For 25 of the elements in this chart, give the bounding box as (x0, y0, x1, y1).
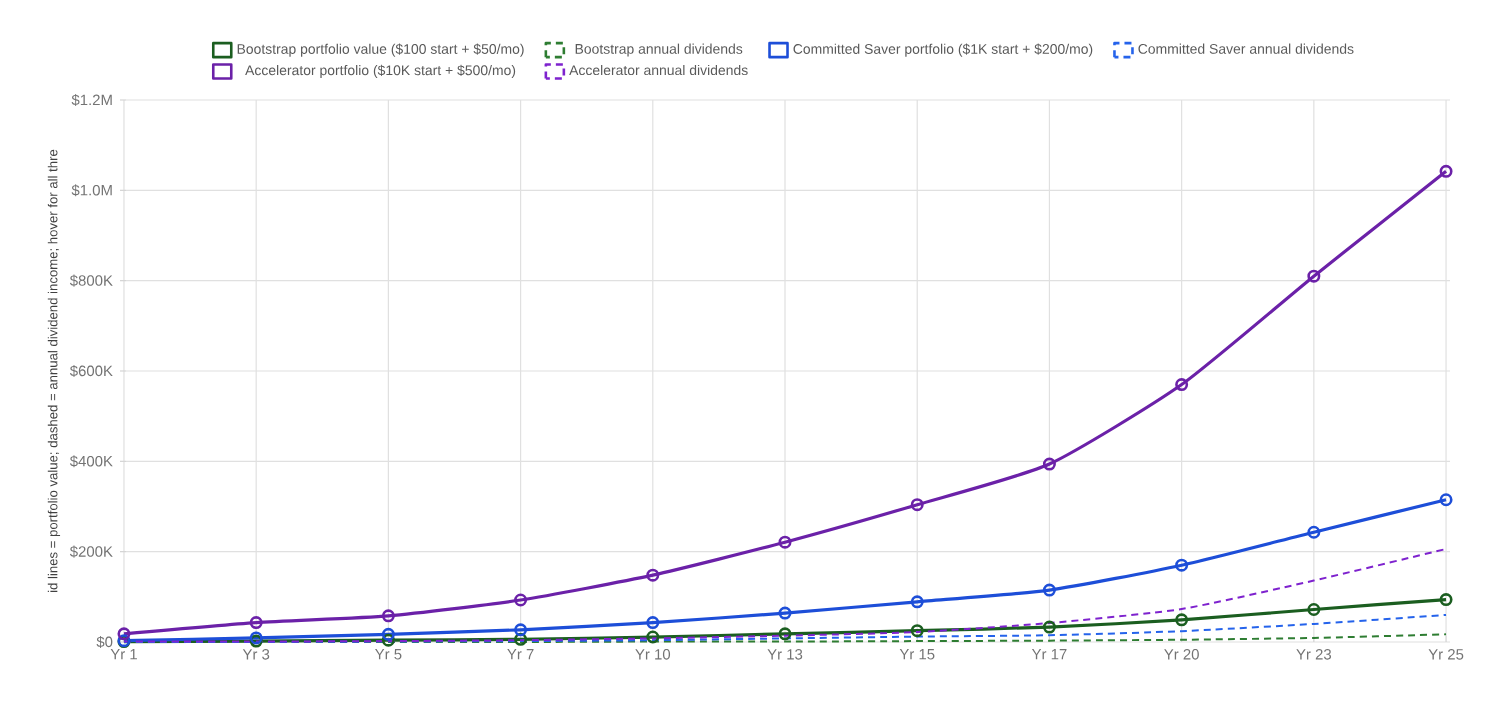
point (646, 616, 660, 630)
point (646, 630, 660, 644)
point (1307, 525, 1321, 539)
point (646, 568, 660, 582)
point (514, 623, 528, 637)
point (249, 616, 263, 630)
point (1042, 620, 1056, 634)
point (778, 606, 792, 620)
point (1042, 583, 1056, 597)
point (514, 593, 528, 607)
point (778, 535, 792, 549)
point (910, 624, 924, 638)
point (381, 633, 395, 647)
point (1307, 602, 1321, 616)
point (1175, 613, 1189, 627)
point (1307, 269, 1321, 283)
point (1042, 457, 1056, 471)
point (1175, 378, 1189, 392)
point (910, 595, 924, 609)
point (514, 632, 528, 646)
point (381, 609, 395, 623)
point (778, 627, 792, 641)
point (381, 627, 395, 641)
point (910, 498, 924, 512)
point (1175, 558, 1189, 572)
